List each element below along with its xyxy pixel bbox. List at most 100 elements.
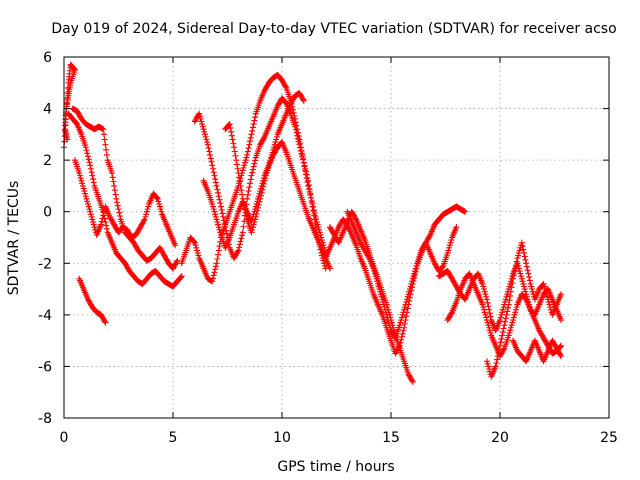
data-point	[507, 324, 514, 331]
data-point	[116, 213, 123, 220]
data-point	[541, 283, 548, 290]
data-point	[401, 320, 408, 327]
data-point	[406, 288, 413, 295]
data-point	[88, 213, 95, 220]
data-point	[520, 249, 527, 256]
data-point	[268, 151, 275, 158]
data-point	[111, 182, 118, 189]
data-point	[497, 317, 503, 324]
data-point	[296, 141, 303, 148]
data-point	[317, 231, 324, 238]
data-point	[516, 268, 523, 275]
data-point	[494, 356, 501, 363]
data-point	[197, 115, 204, 122]
data-point	[100, 126, 107, 133]
data-point	[250, 121, 257, 128]
data-point	[249, 127, 256, 134]
data-point	[204, 139, 211, 146]
data-point	[83, 195, 90, 202]
data-point	[500, 325, 507, 332]
data-point	[213, 216, 220, 223]
data-point	[408, 280, 415, 287]
y-tick-label: 0	[43, 205, 52, 221]
data-point	[235, 170, 242, 177]
data-point	[241, 202, 248, 209]
data-point	[244, 148, 251, 155]
data-point	[241, 162, 248, 169]
data-point	[479, 301, 486, 308]
data-point	[498, 311, 505, 318]
data-point	[398, 336, 405, 343]
data-point	[266, 159, 273, 166]
data-point	[497, 314, 504, 321]
data-point	[217, 203, 224, 210]
data-point	[483, 293, 490, 300]
data-point	[557, 351, 564, 358]
data-point	[211, 208, 218, 215]
data-point	[518, 275, 525, 282]
data-point	[216, 226, 223, 233]
data-point	[546, 301, 553, 308]
data-point	[486, 327, 493, 334]
x-tick-label: 25	[600, 430, 618, 446]
data-point	[115, 206, 122, 213]
data-point	[547, 304, 554, 311]
data-point	[462, 208, 469, 215]
data-point	[91, 224, 98, 231]
data-point	[64, 136, 71, 143]
data-point	[79, 180, 86, 187]
data-point	[399, 311, 406, 318]
data-point	[371, 268, 378, 275]
data-point	[398, 314, 405, 321]
data-point	[255, 204, 262, 211]
data-point	[540, 280, 547, 287]
data-point	[558, 353, 565, 360]
data-point	[508, 284, 515, 291]
data-point	[220, 213, 227, 220]
data-point	[326, 265, 333, 272]
data-point	[211, 269, 218, 276]
data-point	[231, 144, 238, 151]
data-point	[103, 222, 110, 229]
data-point	[252, 114, 259, 121]
data-point	[504, 304, 511, 311]
data-point	[514, 255, 521, 262]
data-point	[510, 275, 517, 282]
data-point	[500, 304, 507, 311]
data-point	[236, 244, 243, 251]
data-point	[305, 182, 312, 189]
data-point	[223, 227, 230, 234]
data-point	[268, 154, 275, 161]
data-point	[209, 200, 216, 207]
data-point	[301, 163, 308, 170]
data-point	[310, 203, 317, 210]
data-point	[526, 304, 533, 311]
data-point	[237, 182, 244, 189]
data-point	[252, 213, 259, 220]
y-tick-label: -8	[38, 411, 52, 427]
data-point	[247, 134, 254, 141]
data-point	[522, 256, 529, 263]
data-point	[409, 378, 416, 385]
data-point	[217, 200, 224, 207]
x-tick-label: 20	[491, 430, 509, 446]
data-point	[502, 315, 509, 322]
data-point	[258, 189, 265, 196]
data-point	[112, 191, 119, 198]
data-point	[398, 333, 405, 340]
data-point	[401, 324, 408, 331]
data-point	[521, 253, 528, 260]
data-point	[282, 83, 289, 90]
data-point	[316, 229, 323, 236]
data-point	[233, 161, 240, 168]
data-point	[303, 175, 310, 182]
data-point	[447, 239, 454, 246]
data-point	[378, 293, 385, 300]
data-point	[311, 210, 318, 217]
data-point	[498, 335, 505, 342]
data-point	[240, 223, 247, 230]
data-point	[376, 286, 383, 293]
data-point	[219, 210, 226, 217]
data-point	[525, 298, 532, 305]
data-point	[290, 109, 297, 116]
